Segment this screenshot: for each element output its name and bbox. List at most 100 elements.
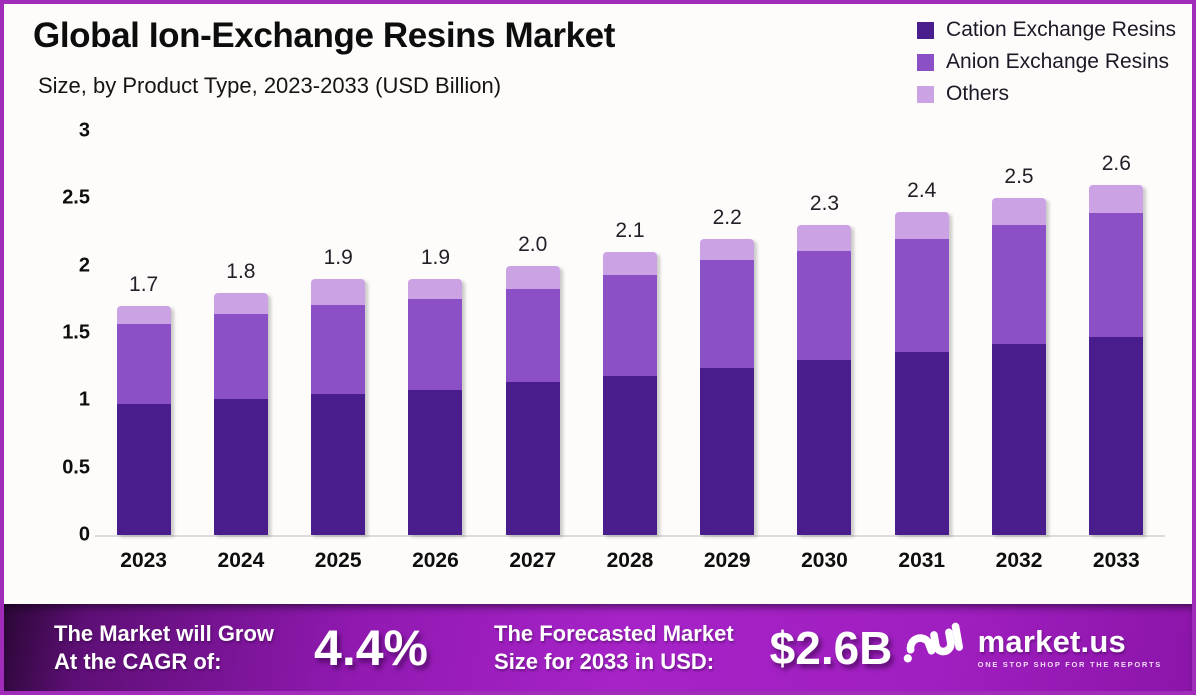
bar-stack [505, 265, 560, 535]
bar-segment-others [311, 279, 366, 305]
bar-segment-cation-exchange-resins [116, 404, 171, 535]
logo-text: market.us [977, 624, 1126, 660]
x-axis: 2023 2024 2025 2026 2027 2028 2029 2030 2031 2032… [95, 549, 1165, 573]
bar-segment-cation-exchange-resins [992, 343, 1047, 535]
legend: Cation Exchange Resins Anion Exchange Res… [917, 18, 1176, 106]
bar-segment-others [505, 265, 560, 289]
bar-segment-cation-exchange-resins [1089, 337, 1144, 535]
bar-stack [602, 252, 657, 535]
bar-group: 2.5 [970, 165, 1067, 535]
x-axis-label: 2026 [412, 549, 459, 572]
bar-stack [992, 198, 1047, 535]
bar-segment-cation-exchange-resins [602, 376, 657, 535]
bar-stack [213, 292, 268, 535]
x-axis-label: 2032 [995, 549, 1043, 572]
bar-total-label: 2.0 [518, 232, 548, 256]
bar-group: 1.9 [290, 246, 387, 535]
forecast-label: The Forecasted Market Size for 2033 in U… [494, 620, 734, 675]
bar-segment-cation-exchange-resins [505, 381, 560, 535]
cagr-label-line2: At the CAGR of: [54, 648, 222, 674]
bar-total-label: 2.3 [809, 192, 840, 216]
bar-segment-others [992, 198, 1047, 226]
legend-label: Anion Exchange Resins [946, 50, 1170, 73]
legend-item: Cation Exchange Resins [917, 18, 1176, 42]
x-axis-label: 2024 [217, 549, 265, 572]
bar-segment-others [602, 252, 657, 276]
x-axis-label: 2033 [1092, 549, 1140, 572]
market-us-logo: market.us ONE STOP SHOP FOR THE REPORTS [902, 616, 1162, 679]
bar-group: 2.6 [1068, 152, 1165, 535]
cagr-label: The Market will Grow At the CAGR of: [54, 620, 274, 675]
bar-segment-anion-exchange-resins [797, 250, 852, 360]
cagr-label-line1: The Market will Grow [54, 621, 275, 646]
bar-stack [894, 211, 949, 535]
bar-stack [116, 306, 171, 535]
bar-group: 2.4 [873, 179, 970, 535]
bar-group: 2.1 [581, 219, 678, 535]
legend-swatch-icon [917, 85, 935, 103]
x-axis-label: 2029 [703, 549, 751, 572]
bar-segment-cation-exchange-resins [408, 389, 463, 535]
bar-series-container: 1.7 1.8 1.9 1.9 2.0 2.1 2.2 2.3 2.4 2.5 2.6 [95, 131, 1165, 535]
bar-segment-anion-exchange-resins [213, 314, 268, 399]
bar-total-label: 2.2 [712, 205, 742, 229]
legend-swatch-icon [917, 53, 935, 71]
bar-segment-others [700, 238, 755, 261]
legend-label: Cation Exchange Resins [946, 18, 1176, 41]
bar-group: 1.9 [387, 246, 484, 535]
bar-segment-others [797, 225, 852, 251]
bar-stack [1089, 184, 1144, 535]
y-tick-label: 1.5 [62, 321, 90, 344]
chart-subtitle: Size, by Product Type, 2023-2033 (USD Bi… [38, 73, 502, 98]
plot-area: 1.7 1.8 1.9 1.9 2.0 2.1 2.2 2.3 2.4 2.5 2.6 [95, 131, 1165, 537]
bar-group: 1.7 [95, 273, 192, 535]
y-tick-label: 2.5 [62, 186, 90, 209]
bar-segment-anion-exchange-resins [311, 304, 366, 394]
y-tick-label: 0 [78, 523, 90, 546]
bar-stack [797, 225, 852, 535]
bar-total-label: 1.8 [226, 259, 256, 283]
y-axis: 0 0.5 1 1.5 2 2.5 3 [28, 120, 90, 546]
bar-segment-others [894, 211, 949, 239]
bar-total-label: 1.9 [420, 246, 451, 270]
bar-total-label: 2.5 [1004, 165, 1034, 189]
bar-total-label: 1.7 [129, 273, 159, 297]
bar-segment-others [408, 279, 463, 300]
bar-segment-anion-exchange-resins [992, 225, 1047, 344]
bar-segment-anion-exchange-resins [894, 238, 949, 352]
bar-segment-others [116, 306, 171, 324]
bar-stack [311, 279, 366, 535]
bar-segment-cation-exchange-resins [311, 393, 366, 535]
bar-segment-cation-exchange-resins [894, 351, 949, 535]
bar-segment-cation-exchange-resins [700, 368, 755, 535]
bar-total-label: 2.4 [907, 178, 937, 202]
chart-title: Global Ion-Exchange Resins Market [33, 16, 615, 55]
footer-banner: The Market will Grow At the CAGR of: 4.4… [4, 604, 1192, 691]
y-tick-label: 1 [78, 388, 90, 411]
x-axis-label: 2031 [898, 549, 946, 572]
bar-segment-cation-exchange-resins [213, 399, 268, 535]
legend-item: Anion Exchange Resins [917, 50, 1176, 74]
bar-group: 1.8 [192, 260, 289, 535]
y-tick-label: 2 [78, 254, 90, 277]
bar-stack [408, 279, 463, 535]
y-tick-label: 3 [78, 119, 90, 142]
bar-total-label: 2.6 [1101, 151, 1131, 175]
bar-group: 2.3 [776, 192, 873, 535]
bar-total-label: 1.9 [323, 246, 353, 270]
bar-segment-anion-exchange-resins [602, 275, 657, 377]
logo-tagline: ONE STOP SHOP FOR THE REPORTS [977, 660, 1162, 670]
cagr-value: 4.4% [314, 619, 429, 676]
x-axis-label: 2030 [801, 549, 848, 572]
bar-segment-others [213, 292, 268, 315]
bar-group: 2.0 [484, 233, 581, 535]
x-axis-label: 2023 [120, 549, 167, 572]
bar-segment-anion-exchange-resins [505, 288, 560, 382]
x-axis-label: 2028 [606, 549, 654, 572]
forecast-label-line2: Size for 2033 in USD: [494, 648, 715, 674]
forecast-label-line1: The Forecasted Market [494, 621, 734, 646]
bar-stack [700, 238, 755, 535]
logo-text-block: market.us ONE STOP SHOP FOR THE REPORTS [978, 626, 1162, 669]
x-axis-label: 2025 [314, 549, 362, 572]
